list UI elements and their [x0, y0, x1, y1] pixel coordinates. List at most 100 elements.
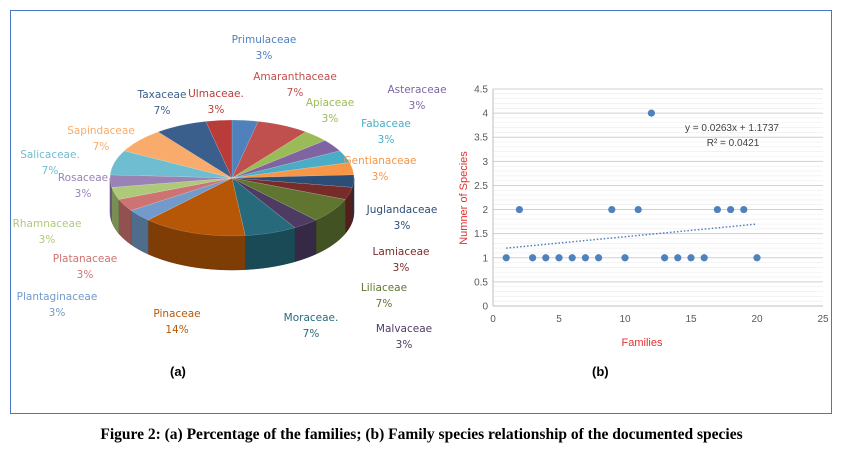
pie-slice [231, 162, 355, 179]
trendline-r-squared: R² = 0.0421 [707, 138, 760, 149]
pie-label-percent: 3% [77, 269, 94, 281]
pie-slice [231, 177, 353, 200]
x-tick-label: 20 [751, 314, 763, 325]
pie-label-name: Juglandaceae [366, 204, 438, 216]
pie-label-name: Platanaceae [53, 253, 117, 265]
pie-label-percent: 7% [42, 165, 59, 177]
scatter-point [647, 109, 656, 117]
pie-slice [111, 177, 233, 200]
y-tick-label: 0 [482, 302, 488, 313]
pie-slice [231, 177, 296, 236]
pie-label-percent: 3% [39, 234, 56, 246]
pie-slices [109, 119, 355, 237]
pie-slice [147, 177, 246, 237]
pie-slice [130, 177, 233, 221]
pie-label-percent: 3% [394, 220, 411, 232]
scatter-point [727, 205, 735, 214]
scatter-point [581, 254, 590, 262]
pie-slice [231, 140, 341, 179]
y-tick-label: 2 [482, 205, 488, 216]
y-axis-label: Numner of Species [458, 151, 470, 245]
x-tick-label: 25 [817, 314, 829, 325]
pie-label-name: Sapindaceae [67, 125, 135, 137]
scatter-point [740, 205, 748, 214]
y-tick-label: 4 [482, 109, 488, 120]
pie-label-name: Pinaceae [153, 308, 200, 320]
pie-slice [109, 150, 233, 179]
panel-label-a: (a) [170, 364, 186, 379]
pie-slice [123, 131, 233, 179]
pie-label-percent: 14% [165, 324, 188, 336]
scatter-point [515, 205, 524, 214]
scatter-point [502, 254, 510, 262]
scatter-point [661, 254, 669, 262]
scatter-point [713, 205, 722, 214]
pie-slice [157, 121, 233, 179]
pie-label-name: Liliaceae [361, 282, 407, 294]
pie-slice [109, 174, 233, 188]
x-tick-label: 10 [619, 314, 631, 325]
y-tick-label: 1.5 [474, 229, 488, 240]
scatter-point [700, 254, 708, 262]
pie-slice [231, 119, 259, 179]
pie-label-name: Ulmaceae. [188, 88, 244, 100]
pie-label-name: Rosaceae [58, 172, 108, 184]
pie-slice [231, 131, 326, 179]
scatter-point [674, 254, 682, 262]
pie-label-name: Asteraceae [387, 84, 446, 96]
pie-label-name: Moraceae. [284, 312, 339, 324]
pie-label-percent: 7% [287, 87, 304, 99]
pie-slice [231, 177, 346, 221]
trendline [506, 223, 758, 249]
y-tick-label: 2.5 [474, 181, 488, 192]
pie-label-name: Apiaceae [306, 97, 354, 109]
y-tick-label: 3.5 [474, 133, 488, 144]
x-axis-label: Families [622, 337, 663, 349]
pie-label-name: Amaranthaceae [253, 71, 337, 83]
pie-label-name: Lamiaceae [373, 246, 430, 258]
pie-label-percent: 7% [303, 328, 320, 340]
pie-label-name: Taxaceae [137, 89, 187, 101]
pie-label-percent: 3% [378, 134, 395, 146]
pie-slice [205, 119, 233, 179]
pie-label-percent: 3% [393, 262, 410, 274]
pie-label-percent: 3% [409, 100, 426, 112]
y-tick-label: 3 [482, 157, 488, 168]
pie-label-percent: 3% [75, 188, 92, 200]
pie-slice [118, 177, 233, 211]
pie-slice [231, 150, 350, 179]
pie-label-percent: 7% [154, 105, 171, 117]
pie-slice [231, 177, 317, 228]
pie-label-percent: 3% [208, 104, 225, 116]
y-tick-label: 1 [482, 253, 488, 264]
y-tick-label: 0.5 [474, 277, 488, 288]
figure-caption: Figure 2: (a) Percentage of the families… [100, 426, 743, 443]
x-tick-label: 15 [685, 314, 697, 325]
pie-label-name: Plantaginaceae [17, 291, 98, 303]
pie-label-name: Gentianaceae [344, 155, 417, 167]
pie-label-name: Malvaceae [376, 323, 432, 335]
pie-label-percent: 3% [372, 171, 389, 183]
pie-slice [231, 121, 307, 179]
pie-label-percent: 7% [376, 298, 393, 310]
trendline-equation: y = 0.0263x + 1.1737 [685, 123, 779, 134]
scatter-point [555, 254, 563, 262]
pie-label-percent: 3% [256, 50, 273, 62]
pie-label-percent: 3% [396, 339, 413, 351]
scatter-point [608, 205, 616, 214]
pie-slice [231, 174, 355, 188]
scatter-gridlines [493, 88, 823, 307]
scatter-point [542, 254, 550, 262]
scatter-point [595, 254, 603, 262]
x-tick-label: 0 [490, 314, 496, 325]
scatter-point [634, 205, 642, 214]
scatter-point [687, 254, 695, 262]
pie-label-name: Rhamnaceae [13, 218, 82, 230]
pie-label-percent: 3% [49, 307, 66, 319]
pie-label-percent: 7% [93, 141, 110, 153]
pie-label-name: Primulaceae [232, 34, 297, 46]
pie-label-name: Fabaceae [361, 118, 411, 130]
scatter-point [529, 254, 537, 262]
scatter-point [568, 254, 576, 262]
